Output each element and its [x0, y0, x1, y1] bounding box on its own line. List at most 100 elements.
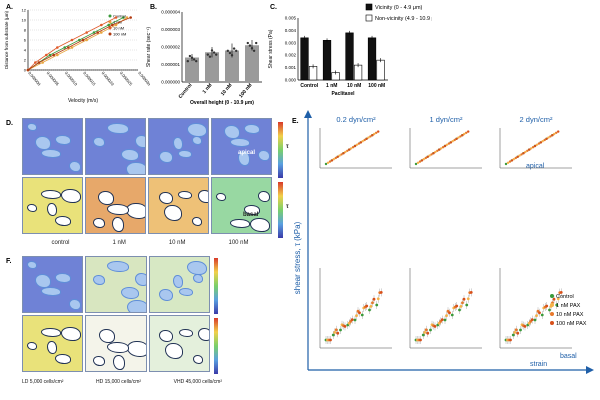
d-cell-shape — [197, 190, 208, 203]
a-point — [96, 31, 99, 34]
e-point — [361, 140, 364, 143]
a-point — [45, 53, 48, 57]
f-cell-shape — [126, 341, 146, 357]
f-tile — [22, 315, 84, 372]
c-legend-swatch — [365, 3, 373, 11]
e-point — [469, 291, 473, 294]
c-category-label: 100 nM — [368, 83, 385, 89]
b-dot — [190, 56, 194, 59]
e-point — [339, 328, 342, 332]
a-ylabel: Distance from substrate (μm) — [4, 10, 9, 69]
a-ytick-label: 12 — [22, 8, 27, 13]
e-point — [355, 143, 359, 146]
c-bar — [300, 37, 309, 81]
e-point — [330, 159, 334, 162]
f-cell-shape — [126, 300, 146, 312]
e-point — [329, 338, 332, 342]
b-dot — [250, 46, 254, 50]
e-point — [461, 134, 464, 137]
panel-c-chart: 0.000 0.001 0.002 0.003 0.004 0.005 Shear stre… — [268, 3, 432, 97]
e-point — [555, 303, 559, 307]
a-xtick-label: 0.000005 — [46, 70, 61, 87]
c-category-label: 10 nM — [347, 83, 361, 89]
d-cell-shape — [230, 138, 250, 147]
panel-d-maps — [22, 118, 274, 236]
panel-f-label: F. — [6, 258, 12, 265]
col-label-1nm: 1 nM — [112, 240, 126, 246]
d-cell-shape — [92, 218, 105, 228]
panel-b-chart: 0.000000 0.000001 0.000002 0.000003 0.000004… — [146, 10, 262, 106]
d-tile — [85, 177, 146, 234]
e-point — [522, 152, 525, 155]
e-point — [551, 134, 554, 137]
b-ytick-label: 0.000002 — [161, 45, 180, 50]
c-ylabel: Shear stress (Pa) — [268, 29, 274, 68]
e-point — [363, 138, 366, 142]
e-point — [520, 153, 523, 156]
e-point — [511, 333, 515, 337]
e-point — [430, 153, 433, 156]
e-point — [369, 305, 373, 308]
e-legend-label: 10 nM PAX — [556, 312, 584, 318]
d-cell-shape — [244, 124, 260, 134]
e-point — [516, 155, 519, 158]
e-point — [365, 137, 368, 140]
d-cell-shape — [98, 191, 115, 205]
e-point — [338, 154, 341, 157]
e-point — [548, 308, 551, 312]
e-point — [421, 333, 425, 337]
e-point — [426, 331, 430, 335]
b-dot — [192, 58, 196, 61]
e-point — [514, 328, 518, 332]
col-label-ld: LD 5,000 cells/cm² — [22, 379, 64, 385]
e-point — [514, 156, 517, 160]
e-point — [336, 155, 339, 158]
a-xtick-label: 0.000020 — [101, 70, 116, 87]
d-cell-shape — [106, 123, 129, 134]
e-point — [355, 314, 358, 317]
e-point — [523, 325, 527, 328]
f-tile — [148, 315, 210, 372]
e-point — [455, 304, 459, 308]
a-point — [114, 16, 118, 19]
e-point — [510, 159, 514, 162]
c-ytick-label: 0.004 — [285, 28, 297, 33]
e-point — [371, 301, 374, 305]
b-category-label: Control — [178, 82, 194, 100]
c-ytick-label: 0.003 — [285, 40, 297, 45]
e-point — [326, 161, 330, 164]
b-xlabel: Overall height (0 - 10.9 μm) — [190, 100, 254, 106]
d-cell-shape — [158, 192, 173, 204]
d-cell-shape — [55, 216, 71, 226]
a-ytick-label: 4 — [24, 48, 27, 53]
c-ytick-label: 0.002 — [285, 53, 297, 58]
f-cell-shape — [41, 328, 61, 337]
a-point — [81, 38, 85, 42]
e-point — [353, 318, 357, 322]
panel-d-label: D. — [6, 120, 13, 127]
e-point — [375, 131, 378, 134]
e-point — [372, 297, 376, 301]
f-cell-shape — [60, 327, 81, 341]
a-point — [63, 46, 66, 49]
panel-f-maps — [22, 256, 212, 374]
e-point — [436, 149, 439, 152]
e-point — [376, 297, 380, 301]
a-xtick-label: 0.000015 — [82, 70, 97, 87]
e-point — [549, 135, 552, 138]
a-point — [129, 16, 132, 19]
f-cell-shape — [41, 287, 61, 296]
e-point — [512, 158, 515, 161]
e-point — [420, 159, 424, 162]
e-point — [459, 305, 463, 308]
e-point — [538, 311, 541, 315]
e-point — [533, 318, 537, 322]
c-ytick-label: 0.000 — [285, 78, 297, 83]
e-legend-marker — [550, 312, 554, 316]
a-point — [125, 16, 129, 19]
c-bar — [353, 64, 363, 81]
e-point — [445, 314, 448, 317]
col-label-10nm: 10 nM — [168, 240, 186, 246]
d-cell-shape — [55, 135, 71, 145]
